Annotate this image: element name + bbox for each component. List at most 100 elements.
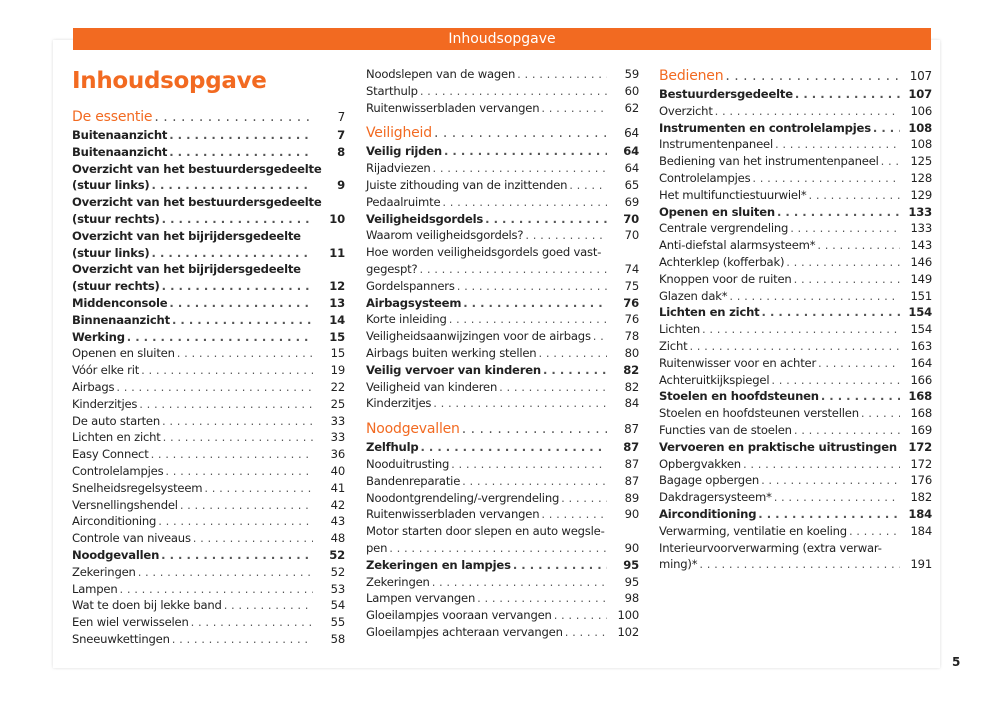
toc-entry[interactable]: Overzicht 106 [659,103,932,120]
dot-leader [758,506,900,523]
toc-entry[interactable]: Lichten 154 [659,321,932,338]
toc-entry[interactable]: Controlelampjes 128 [659,170,932,187]
toc-entry[interactable]: Kinderzitjes 84 [366,395,639,412]
toc-entry[interactable]: Gloeilampjes vooraan vervangen 100 [366,607,639,624]
toc-entry[interactable]: Buitenaanzicht 7 [72,127,345,144]
toc-entry[interactable]: Verwarming, ventilatie en koeling 184 [659,523,932,540]
toc-entry[interactable]: Airbagsysteem 76 [366,295,639,312]
toc-entry[interactable]: Controle van niveaus 48 [72,530,345,547]
toc-entry[interactable]: Zicht 163 [659,338,932,355]
toc-entry[interactable]: Opbergvakken 172 [659,456,932,473]
toc-entry[interactable]: Lampen 53 [72,581,345,598]
toc-entry[interactable]: Buitenaanzicht 8 [72,144,345,161]
toc-entry[interactable]: Instrumenten en controlelampjes 108 [659,120,932,137]
toc-entry-text: Openen en sluiten [659,204,775,219]
toc-entry[interactable]: Kinderzitjes 25 [72,396,345,413]
toc-entry[interactable]: Achteruitkijkspiegel 166 [659,372,932,389]
toc-entry[interactable]: Wat te doen bij lekke band 54 [72,597,345,614]
toc-entry[interactable]: Zelfhulp 87 [366,439,639,456]
toc-entry[interactable]: De auto starten 33 [72,413,345,430]
toc-entry[interactable]: Veiligheid van kinderen 82 [366,379,639,396]
toc-entry[interactable]: Pedaalruimte 69 [366,194,639,211]
toc-entry[interactable]: Ruitenwisserbladen vervangen 90 [366,506,639,523]
toc-entry[interactable]: Noodslepen van de wagen 59 [366,66,639,83]
toc-entry[interactable]: Controlelampjes 40 [72,463,345,480]
toc-entry[interactable]: Bandenreparatie 87 [366,473,639,490]
toc-entry[interactable]: Overzicht van het bestuurdersgedeelte (st… [72,194,345,228]
toc-entry[interactable]: Easy Connect 36 [72,446,345,463]
toc-entry[interactable]: Anti-diefstal alarmsysteem* 143 [659,237,932,254]
toc-entry[interactable]: Glazen dak* 151 [659,288,932,305]
toc-section[interactable]: Veiligheid 64 [366,124,639,142]
toc-entry[interactable]: Lampen vervangen 98 [366,590,639,607]
toc-entry[interactable]: Noodgevallen 52 [72,547,345,564]
toc-entry[interactable]: Een wiel verwisselen 55 [72,614,345,631]
toc-entry[interactable]: Gloeilampjes achteraan vervangen 102 [366,624,639,641]
toc-entry[interactable]: Versnellingshendel 42 [72,497,345,514]
toc-entry[interactable]: Het multifunctiestuurwiel* 129 [659,187,932,204]
toc-entry[interactable]: Veiligheidsaanwijzingen voor de airbags 7… [366,328,639,345]
toc-entry[interactable]: Binnenaanzicht 14 [72,312,345,329]
toc-entry[interactable]: Rijadviezen 64 [366,160,639,177]
toc-entry[interactable]: Hoe worden veiligheidsgordels goed vast-… [366,244,639,278]
toc-entry[interactable]: Veilig rijden 64 [366,143,639,160]
toc-entry-text: Lichten en zicht [659,305,760,320]
toc-page-number: 55 [330,615,346,630]
toc-entry[interactable]: Ruitenwisser voor en achter 164 [659,355,932,372]
toc-entry[interactable]: Korte inleiding 76 [366,311,639,328]
toc-entry[interactable]: Lichten en zicht 154 [659,304,932,321]
toc-entry[interactable]: Ruitenwisserbladen vervangen 62 [366,100,639,117]
dot-leader [517,66,607,83]
toc-entry[interactable]: Juiste zithouding van de inzittenden 65 [366,177,639,194]
toc-entry[interactable]: Openen en sluiten 133 [659,204,932,221]
toc-entry[interactable]: Werking 15 [72,329,345,346]
toc-entry[interactable]: Airconditioning 184 [659,506,932,523]
toc-entry[interactable]: Zekeringen 52 [72,564,345,581]
toc-entry[interactable]: Waarom veiligheidsgordels? 70 [366,227,639,244]
toc-page-number: 133 [910,221,932,236]
toc-entry[interactable]: Bediening van het instrumentenpaneel 125 [659,153,932,170]
toc-page-number: 19 [330,363,346,378]
toc-entry[interactable]: Overzicht van het bestuurdersgedeelte (st… [72,161,345,195]
toc-page-number: 76 [624,312,640,327]
toc-entry[interactable]: Bagage opbergen 176 [659,472,932,489]
toc-entry[interactable]: Knoppen voor de ruiten 149 [659,271,932,288]
toc-entry[interactable]: Vóór elke rit 19 [72,362,345,379]
toc-section[interactable]: Noodgevallen 87 [366,420,639,438]
toc-section[interactable]: Bedienen 107 [659,67,932,85]
toc-entry[interactable]: Bestuurdersgedeelte 107 [659,86,932,103]
toc-entry-text: Centrale vergrendeling [659,221,789,236]
dot-leader [224,597,313,614]
toc-entry[interactable]: Sneeuwkettingen 58 [72,631,345,648]
toc-entry-text: Snelheidsregelsysteem [72,480,203,495]
toc-entry[interactable]: Nooduitrusting 87 [366,456,639,473]
toc-entry[interactable]: Veiligheidsgordels 70 [366,211,639,228]
toc-entry[interactable]: Veilig vervoer van kinderen 82 [366,362,639,379]
toc-entry[interactable]: Airbags buiten werking stellen 80 [366,345,639,362]
toc-entry[interactable]: Centrale vergrendeling 133 [659,220,932,237]
toc-entry[interactable]: Snelheidsregelsysteem 41 [72,480,345,497]
toc-entry[interactable]: Overzicht van het bijrijdersgedeelte (stu… [72,261,345,295]
toc-entry[interactable]: Zekeringen 95 [366,574,639,591]
toc-entry[interactable]: Stoelen en hoofdsteunen verstellen 168 [659,405,932,422]
toc-entry[interactable]: Interieurvoorverwarming (extra verwar-mi… [659,540,932,574]
toc-entry[interactable]: Gordelspanners 75 [366,278,639,295]
toc-entry[interactable]: Overzicht van het bijrijdersgedeelte (stu… [72,228,345,262]
toc-entry[interactable]: Lichten en zicht 33 [72,429,345,446]
toc-entry[interactable]: Achterklep (kofferbak) 146 [659,254,932,271]
toc-entry[interactable]: Airbags 22 [72,379,345,396]
toc-entry[interactable]: Vervoeren en praktische uitrustingen 172 [659,439,932,456]
toc-page-number: 70 [624,228,640,243]
toc-entry[interactable]: Middenconsole 13 [72,295,345,312]
toc-entry[interactable]: Starthulp 60 [366,83,639,100]
toc-entry[interactable]: Zekeringen en lampjes 95 [366,557,639,574]
toc-entry[interactable]: Stoelen en hoofdsteunen 168 [659,388,932,405]
toc-entry[interactable]: Motor starten door slepen en auto wegsle… [366,523,639,557]
toc-entry[interactable]: Noodontgrendeling/-vergrendeling 89 [366,490,639,507]
toc-entry[interactable]: Airconditioning 43 [72,513,345,530]
toc-entry[interactable]: Functies van de stoelen 169 [659,422,932,439]
toc-entry[interactable]: Dakdragersysteem* 182 [659,489,932,506]
toc-section[interactable]: De essentie 7 [72,108,345,126]
toc-entry[interactable]: Openen en sluiten 15 [72,345,345,362]
toc-entry[interactable]: Instrumentenpaneel 108 [659,136,932,153]
